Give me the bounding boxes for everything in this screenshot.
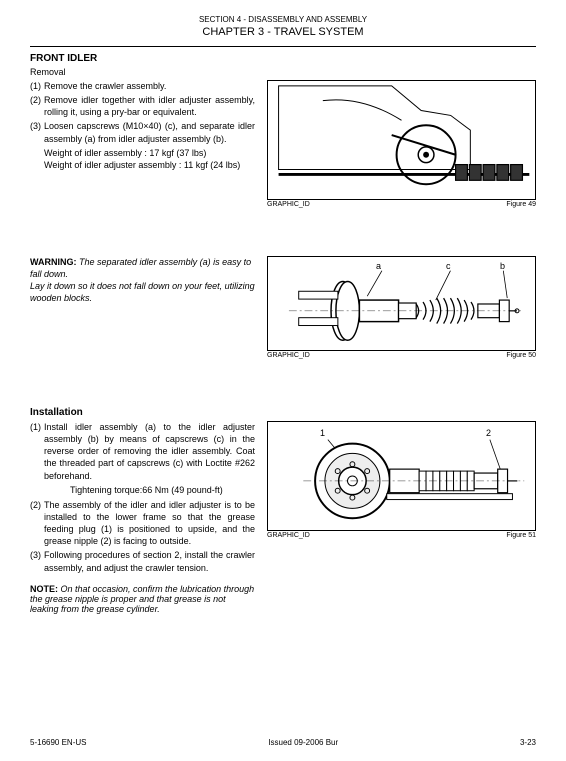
torque-line: Tightening torque:66 Nm (49 pound-ft) <box>70 484 255 496</box>
section-header: SECTION 4 - DISASSEMBLY AND ASSEMBLY <box>30 15 536 24</box>
install-step: (1) Install idler assembly (a) to the id… <box>30 421 255 482</box>
front-idler-title: FRONT IDLER <box>30 53 536 64</box>
step-number: (3) <box>30 120 44 144</box>
figure-51-footer: GRAPHIC_ID Figure 51 <box>267 532 536 539</box>
chapter-header: CHAPTER 3 - TRAVEL SYSTEM <box>30 26 536 38</box>
warning-row: WARNING: The separated idler assembly (a… <box>30 256 536 359</box>
callout-b: b <box>500 261 505 271</box>
graphic-id-label: GRAPHIC_ID <box>267 201 310 208</box>
step-text: Following procedures of section 2, insta… <box>44 549 255 573</box>
note-block: NOTE: On that occasion, confirm the lubr… <box>30 584 255 614</box>
callout-2: 2 <box>486 428 491 438</box>
footer-right: 3-23 <box>520 738 536 747</box>
removal-title: Removal <box>30 67 536 77</box>
step-text: The assembly of the idler and idler adju… <box>44 499 255 548</box>
figure-49 <box>267 80 536 200</box>
step-text: Remove idler together with idler adjuste… <box>44 94 255 118</box>
warning-text-2: Lay it down so it does not fall down on … <box>30 280 255 304</box>
step-text: Remove the crawler assembly. <box>44 80 255 92</box>
figure-51-col: 1 2 <box>267 421 536 576</box>
removal-row: (1) Remove the crawler assembly. (2) Rem… <box>30 80 536 208</box>
figure-number: Figure 49 <box>506 201 536 208</box>
step-number: (1) <box>30 421 44 482</box>
removal-step: (2) Remove idler together with idler adj… <box>30 94 255 118</box>
figure-49-footer: GRAPHIC_ID Figure 49 <box>267 201 536 208</box>
install-step: (2) The assembly of the idler and idler … <box>30 499 255 548</box>
installation-text: (1) Install idler assembly (a) to the id… <box>30 421 255 576</box>
figure-49-svg <box>268 81 535 199</box>
step-number: (2) <box>30 94 44 118</box>
header-rule <box>30 46 536 47</box>
figure-50-col: a c b <box>267 256 536 359</box>
step-number: (1) <box>30 80 44 92</box>
page-footer: 5-16690 EN-US Issued 09-2006 Bur 3-23 <box>30 738 536 747</box>
figure-number: Figure 51 <box>506 532 536 539</box>
removal-text: (1) Remove the crawler assembly. (2) Rem… <box>30 80 255 208</box>
figure-50: a c b <box>267 256 536 351</box>
install-step: (3) Following procedures of section 2, i… <box>30 549 255 573</box>
note-label: NOTE: <box>30 584 58 594</box>
installation-title: Installation <box>30 407 536 418</box>
footer-left: 5-16690 EN-US <box>30 738 86 747</box>
footer-center: Issued 09-2006 Bur <box>268 738 338 747</box>
step-text: Install idler assembly (a) to the idler … <box>44 421 255 482</box>
removal-step: (1) Remove the crawler assembly. <box>30 80 255 92</box>
figure-50-svg <box>268 257 535 350</box>
weight-line: Weight of idler assembly : 17 kgf (37 lb… <box>44 147 255 159</box>
warning-label: WARNING: <box>30 257 77 267</box>
figure-50-footer: GRAPHIC_ID Figure 50 <box>267 352 536 359</box>
figure-51: 1 2 <box>267 421 536 531</box>
callout-a: a <box>376 261 381 271</box>
figure-number: Figure 50 <box>506 352 536 359</box>
note-text: On that occasion, confirm the lubricatio… <box>30 584 254 614</box>
warning-block: WARNING: The separated idler assembly (a… <box>30 256 255 280</box>
callout-c: c <box>446 261 451 271</box>
warning-text-col: WARNING: The separated idler assembly (a… <box>30 256 255 359</box>
graphic-id-label: GRAPHIC_ID <box>267 352 310 359</box>
step-text: Loosen capscrews (M10×40) (c), and separ… <box>44 120 255 144</box>
figure-51-svg <box>268 422 535 530</box>
graphic-id-label: GRAPHIC_ID <box>267 532 310 539</box>
step-number: (3) <box>30 549 44 573</box>
callout-1: 1 <box>320 428 325 438</box>
figure-49-col: GRAPHIC_ID Figure 49 <box>267 80 536 208</box>
weight-line: Weight of idler adjuster assembly : 11 k… <box>44 159 255 171</box>
removal-step: (3) Loosen capscrews (M10×40) (c), and s… <box>30 120 255 144</box>
step-number: (2) <box>30 499 44 548</box>
installation-row: (1) Install idler assembly (a) to the id… <box>30 421 536 576</box>
